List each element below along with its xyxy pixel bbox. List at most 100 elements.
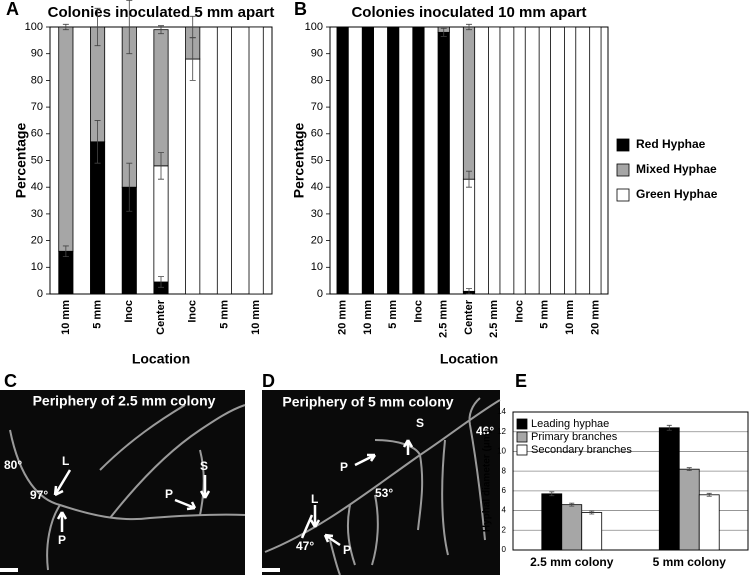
y-tick-label: 50 [311, 154, 323, 166]
bar-segment [488, 26, 501, 295]
y-tick-label: 6 [502, 486, 507, 495]
error-bar [569, 502, 575, 507]
error-bar [62, 23, 69, 31]
bar-segment [538, 26, 551, 295]
y-tick-label: 50 [31, 154, 43, 166]
error-bar [706, 492, 712, 497]
x-tick-label: 10 mm [250, 300, 262, 335]
hypha [46, 504, 61, 571]
image-label: 97° [30, 488, 48, 502]
panel-letter: A [6, 0, 19, 19]
error-bar [158, 25, 164, 35]
y-tick-label: 60 [31, 128, 43, 140]
x-tick-label: 2.5 mm [438, 300, 450, 338]
image-label: L [311, 492, 318, 506]
y-axis-title: Hyphal diameter (μm) [482, 430, 493, 532]
bar-segment [153, 29, 169, 167]
error-bar [158, 276, 164, 288]
hypha [469, 424, 486, 541]
arrow [53, 469, 72, 497]
micrograph-d: D Periphery of 5 mm colony S P 53° 46° L… [262, 371, 501, 575]
arrow [199, 475, 211, 499]
bar-segment [153, 165, 169, 283]
x-tick-label: Inoc [412, 300, 424, 323]
chart-title: Colonies inoculated 10 mm apart [351, 4, 586, 21]
hypha [9, 429, 246, 521]
image-label: 53° [375, 486, 393, 500]
error-bar [440, 27, 447, 37]
hypha [371, 494, 379, 566]
bar [698, 494, 720, 551]
y-tick-label: 90 [311, 48, 323, 60]
error-bar [126, 0, 133, 55]
bar-segment [564, 26, 577, 295]
y-tick-label: 80 [311, 74, 323, 86]
y-tick-label: 10 [31, 261, 43, 273]
panel-letter: B [294, 0, 307, 19]
plot-frame [512, 411, 749, 551]
x-tick-label: 5 mm [218, 300, 230, 329]
error-bar [666, 424, 672, 431]
y-tick-label: 30 [31, 208, 43, 220]
error-bar [466, 23, 472, 31]
x-tick-label: 20 mm [589, 300, 601, 335]
bar [541, 493, 563, 551]
y-tick-label: 60 [311, 128, 323, 140]
image-title: Periphery of 2.5 mm colony [33, 393, 216, 409]
error-bar [589, 510, 595, 515]
y-tick-label: 20 [31, 235, 43, 247]
hypha [199, 449, 205, 516]
hypha [374, 439, 421, 456]
legend-label: Mixed Hyphae [636, 162, 717, 176]
hypha [264, 399, 501, 553]
y-tick-label: 0 [502, 545, 507, 554]
legend-label: Green Hyphae [636, 187, 718, 201]
error-bar [94, 7, 101, 47]
x-tick-label: 10 mm [362, 300, 374, 335]
x-tick-label: Center [463, 299, 475, 335]
legend-swatch [616, 138, 630, 152]
arrow [402, 439, 414, 455]
image-background [0, 390, 245, 575]
y-tick-label: 40 [31, 181, 43, 193]
x-tick-label: 2.5 mm colony [530, 555, 614, 569]
image-label: P [58, 533, 66, 547]
error-bar [189, 15, 196, 39]
image-label: 47° [296, 539, 314, 553]
image-title: Periphery of 5 mm colony [282, 394, 453, 410]
x-tick-label: 5 mm [387, 300, 399, 329]
hypha [329, 539, 341, 575]
y-axis-title: Percentage [291, 123, 307, 199]
bar-segment [437, 31, 450, 295]
bar-segment [185, 58, 201, 295]
bar-segment [58, 250, 74, 295]
y-axis-title: Percentage [13, 123, 29, 199]
legend-label: Primary branches [531, 431, 618, 443]
x-tick-label: 5 mm [91, 300, 103, 329]
image-label: 46° [476, 424, 494, 438]
error-bar [686, 467, 692, 472]
legend-label: Leading hyphae [531, 418, 609, 430]
y-tick-label: 0 [317, 288, 323, 300]
error-bar [158, 152, 164, 180]
y-tick-label: 12 [497, 427, 506, 436]
bar [561, 504, 583, 551]
y-tick-label: 10 [497, 447, 506, 456]
y-tick-label: 100 [25, 21, 43, 33]
bar-segment [412, 26, 425, 295]
x-axis-title: Location [132, 351, 190, 367]
hypha [441, 439, 449, 556]
y-tick-label: 90 [31, 48, 43, 60]
legend-swatch [516, 444, 528, 456]
scale-bar [262, 568, 280, 572]
y-tick-label: 40 [311, 181, 323, 193]
bar-segment [248, 26, 264, 295]
bar-segment [336, 26, 349, 295]
arrow [354, 453, 377, 467]
x-tick-label: 5 mm [539, 300, 551, 329]
image-label: P [343, 543, 351, 557]
x-tick-label: Center [155, 299, 167, 335]
bar [581, 512, 603, 551]
hypha [109, 404, 246, 519]
